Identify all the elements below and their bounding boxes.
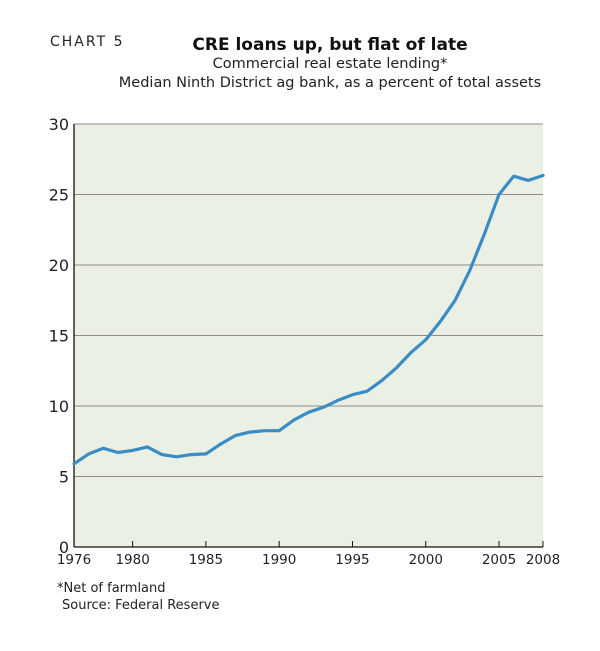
chart-subtitle: Commercial real estate lending*: [212, 56, 448, 72]
y-tick-label: 25: [49, 186, 69, 205]
source-note: Source: Federal Reserve: [62, 598, 220, 613]
y-tick-label: 5: [59, 468, 69, 487]
y-axis-ticks: 0 5 10 15 20 25 30: [49, 115, 69, 557]
x-tick-label: 2008: [526, 552, 560, 568]
x-axis-ticks: 1976 1980 1985 1990 1995 2000 2005 2008: [57, 541, 560, 568]
x-tick-label: 1990: [262, 552, 296, 568]
chart-number: CHART 5: [50, 34, 125, 50]
y-tick-label: 15: [49, 327, 69, 346]
y-tick-label: 0: [59, 538, 69, 557]
series-line: [72, 173, 545, 466]
y-tick-label: 20: [49, 256, 69, 275]
x-tick-label: 1985: [189, 552, 223, 568]
x-tick-label: 2005: [482, 552, 516, 568]
x-tick-label: 1976: [57, 552, 91, 568]
x-tick-label: 2000: [409, 552, 443, 568]
footnote: *Net of farmland: [57, 581, 166, 596]
x-tick-label: 1980: [115, 552, 149, 568]
y-tick-label: 30: [49, 115, 69, 134]
x-tick-label: 1995: [335, 552, 369, 568]
y-tick-label: 10: [49, 397, 69, 416]
chart-title: CRE loans up, but flat of late: [192, 35, 468, 55]
grid-lines: [74, 123, 543, 477]
chart-subtitle-2: Median Ninth District ag bank, as a perc…: [118, 75, 542, 91]
